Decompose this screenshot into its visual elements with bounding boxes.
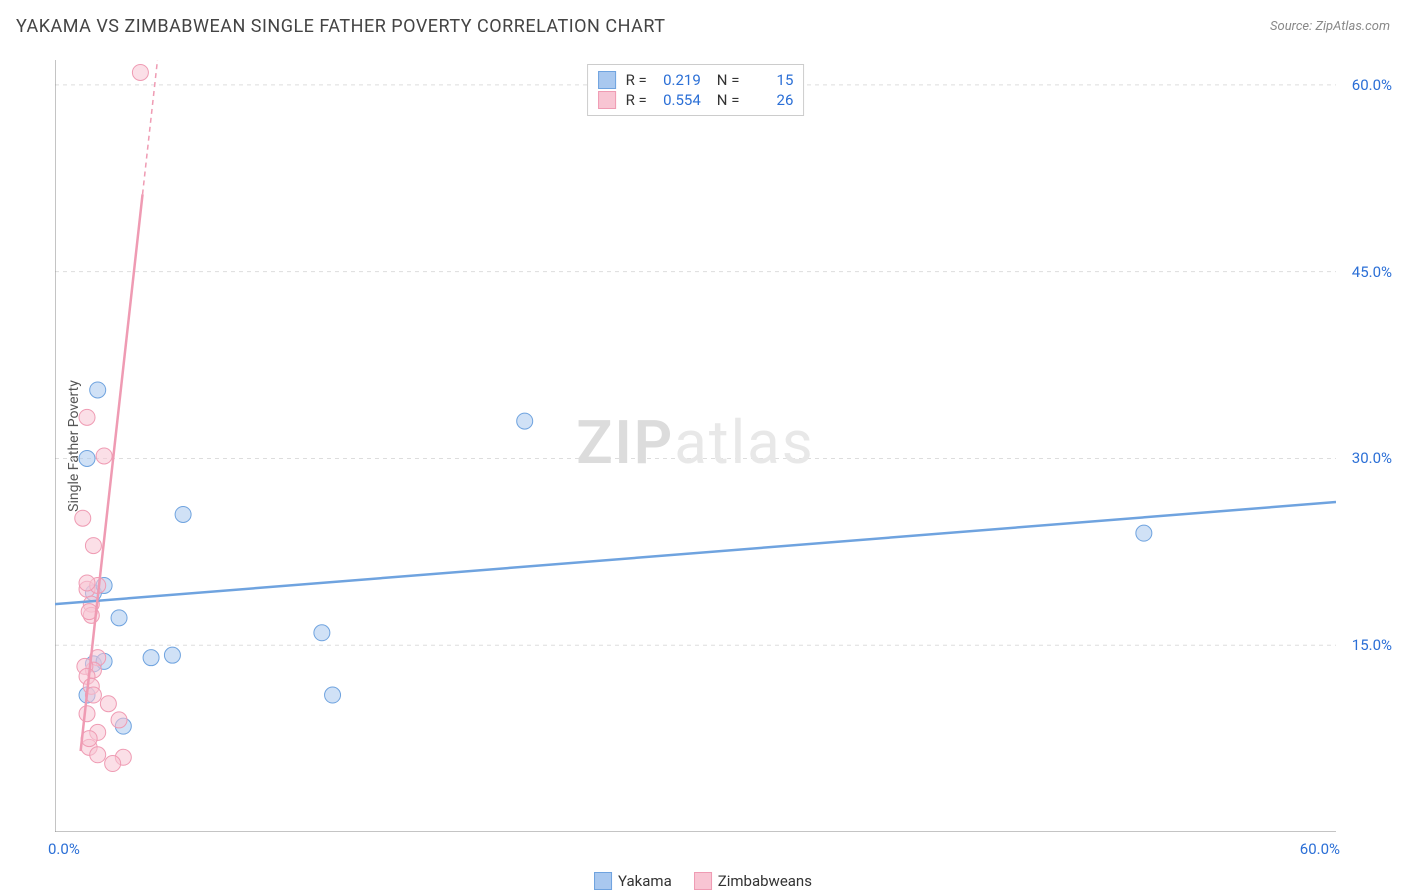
n-value: 26 bbox=[745, 91, 793, 109]
correlation-legend-row: R = 0.554 N = 26 bbox=[598, 91, 794, 109]
series-legend: Yakama Zimbabweans bbox=[594, 872, 812, 890]
n-value: 15 bbox=[745, 71, 793, 89]
series-legend-item: Zimbabweans bbox=[694, 872, 812, 890]
legend-swatch bbox=[694, 872, 712, 890]
r-value: 0.219 bbox=[653, 71, 701, 89]
series-legend-label: Zimbabweans bbox=[718, 872, 812, 890]
series-legend-label: Yakama bbox=[618, 872, 672, 890]
n-label: N = bbox=[717, 91, 740, 109]
y-tick-label: 30.0% bbox=[1352, 449, 1392, 467]
r-value: 0.554 bbox=[653, 91, 701, 109]
legend-swatch bbox=[598, 91, 616, 109]
y-tick-label: 15.0% bbox=[1352, 636, 1392, 654]
scatter-plot-svg bbox=[55, 60, 1336, 832]
source-credit: Source: ZipAtlas.com bbox=[1270, 19, 1390, 34]
series-legend-item: Yakama bbox=[594, 872, 672, 890]
plot-area: ZIPatlas R =0.219N =15R =0.554N =26 bbox=[55, 60, 1336, 832]
correlation-legend-row: R = 0.219 N = 15 bbox=[598, 71, 794, 89]
y-tick-label: 45.0% bbox=[1352, 263, 1392, 281]
r-label: R = bbox=[626, 91, 647, 109]
header: YAKAMA VS ZIMBABWEAN SINGLE FATHER POVER… bbox=[16, 16, 1390, 37]
n-label: N = bbox=[717, 71, 740, 89]
correlation-legend: R = 0.219 N = 15 R = 0.554 N = 26 bbox=[587, 64, 805, 116]
legend-swatch bbox=[594, 872, 612, 890]
chart-container: YAKAMA VS ZIMBABWEAN SINGLE FATHER POVER… bbox=[0, 0, 1406, 892]
chart-title: YAKAMA VS ZIMBABWEAN SINGLE FATHER POVER… bbox=[16, 16, 665, 37]
x-axis-min-label: 0.0% bbox=[48, 840, 80, 858]
y-tick-label: 60.0% bbox=[1352, 76, 1392, 94]
r-label: R = bbox=[626, 71, 647, 89]
legend-swatch bbox=[598, 71, 616, 89]
x-axis-max-label: 60.0% bbox=[1300, 840, 1340, 858]
